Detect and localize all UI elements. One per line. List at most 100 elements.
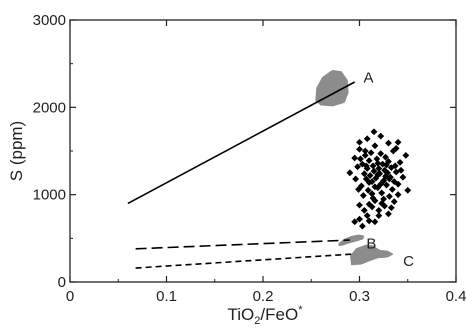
data-point (383, 161, 390, 169)
data-point (362, 162, 370, 170)
data-point (358, 222, 366, 230)
x-axis-title-rest: /FeO (260, 305, 298, 324)
data-point (370, 167, 378, 175)
data-point (356, 215, 363, 223)
x-tick-label: 0 (66, 288, 74, 305)
data-point (394, 180, 402, 188)
data-point (397, 166, 405, 174)
data-point (377, 132, 385, 140)
x-axis-title-main: TiO (228, 305, 255, 324)
data-point (375, 165, 383, 172)
data-point (377, 150, 385, 158)
data-point (380, 195, 388, 203)
data-point (385, 210, 392, 218)
data-point (352, 175, 360, 183)
data-point (354, 163, 361, 171)
line-C (135, 253, 353, 269)
data-point (402, 151, 410, 159)
data-point (363, 135, 371, 143)
x-tick-label: 0.2 (253, 288, 274, 305)
data-point (361, 147, 369, 155)
data-point (371, 142, 379, 150)
data-point (392, 144, 400, 152)
data-point (359, 192, 367, 199)
x-tick-label: 0.4 (446, 288, 466, 305)
data-point (381, 202, 388, 210)
data-point (386, 193, 393, 200)
data-point (375, 212, 383, 220)
data-point (371, 197, 379, 205)
line-label-B: B (366, 236, 376, 253)
data-point (371, 183, 379, 191)
data-point (399, 173, 407, 181)
data-point (382, 172, 389, 180)
data-point (396, 158, 404, 166)
data-point (370, 128, 378, 136)
data-point (355, 186, 362, 193)
data-point (368, 203, 376, 211)
data-point (366, 172, 374, 179)
data-point (394, 138, 402, 146)
y-tick-label: 3000 (33, 12, 66, 29)
data-point (385, 158, 392, 165)
line-labels: A B C (364, 70, 415, 270)
data-point (380, 177, 388, 185)
data-point (356, 138, 363, 146)
y-tick-label: 1000 (33, 187, 66, 204)
x-tick-label: 0.3 (349, 288, 370, 305)
reference-lines (127, 81, 356, 269)
data-point (363, 212, 371, 220)
y-tick-label: 0 (58, 274, 66, 291)
plot-area: A B C (69, 19, 457, 283)
data-point (374, 159, 382, 167)
data-point (373, 155, 381, 163)
data-point (371, 218, 379, 226)
data-point (382, 153, 389, 161)
field-A (315, 69, 349, 107)
data-point (346, 169, 354, 177)
x-axis-title-subscript: 2 (254, 315, 260, 327)
data-point (375, 206, 383, 214)
shaded-fields (315, 69, 394, 266)
data-point (361, 151, 369, 159)
plot-frame (69, 19, 457, 283)
field-C (350, 244, 394, 266)
data-point (404, 186, 412, 194)
y-axis-title: S (ppm) (7, 121, 26, 181)
data-point (357, 155, 364, 163)
data-point (360, 170, 368, 178)
data-point (367, 149, 375, 157)
data-points (346, 128, 412, 230)
data-point (378, 189, 386, 197)
data-point (391, 162, 399, 170)
y-axis-ticks: 0 1000 2000 3000 (33, 12, 456, 291)
data-point (362, 175, 370, 183)
data-point (356, 145, 363, 153)
line-B (135, 239, 350, 250)
data-point (387, 204, 395, 212)
data-point (390, 198, 398, 206)
y-tick-label: 2000 (33, 99, 66, 116)
data-point (383, 181, 390, 189)
data-point (388, 186, 396, 193)
data-point (394, 191, 402, 199)
data-point (377, 180, 385, 188)
data-point (351, 218, 359, 226)
x-tick-label: 0.1 (156, 288, 177, 305)
data-point (365, 179, 373, 186)
line-label-C: C (403, 253, 414, 270)
line-A (127, 81, 356, 205)
data-point (358, 182, 365, 190)
x-axis-ticks: 0 0.1 0.2 0.3 0.4 (66, 20, 466, 305)
field-B (338, 234, 365, 247)
data-point (378, 200, 386, 207)
data-point (385, 139, 392, 147)
data-point (368, 190, 376, 198)
data-point (369, 194, 377, 202)
data-point (365, 157, 373, 165)
data-point (365, 217, 373, 225)
x-axis-title: TiO2/FeO* (228, 304, 304, 327)
data-point (374, 171, 382, 178)
data-point (364, 186, 372, 194)
